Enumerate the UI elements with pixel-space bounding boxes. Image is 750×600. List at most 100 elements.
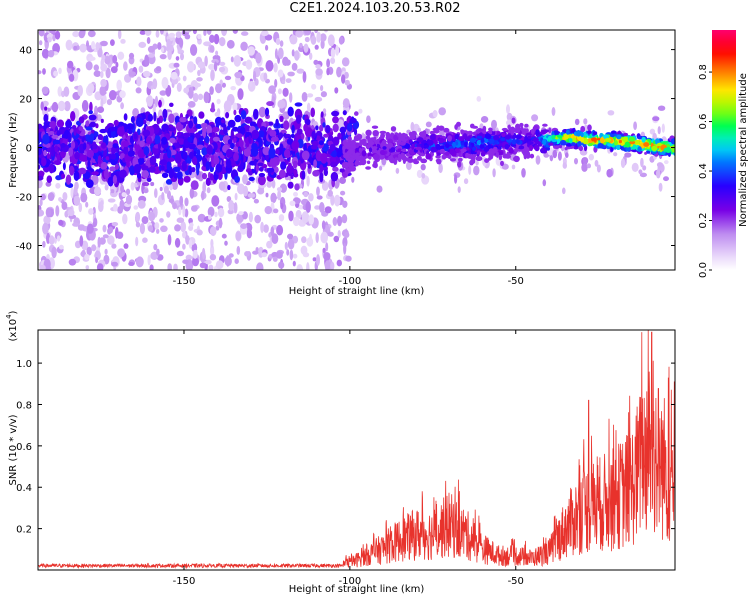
- heatmap-cell: [106, 99, 112, 106]
- heatmap-cell: [176, 82, 182, 93]
- heatmap-cell: [322, 122, 326, 128]
- heatmap-cell: [344, 232, 350, 238]
- heatmap-cell: [285, 78, 292, 83]
- heatmap-cell: [416, 155, 422, 161]
- heatmap-cell: [268, 85, 276, 94]
- heatmap-cell: [244, 116, 253, 124]
- heatmap-cell: [511, 117, 516, 124]
- heatmap-cell: [97, 134, 104, 140]
- heatmap-cell: [278, 261, 285, 269]
- heatmap-cell: [197, 33, 202, 40]
- heatmap-cell: [243, 148, 252, 157]
- heatmap-cell: [206, 187, 211, 194]
- heatmap-cell: [275, 37, 281, 46]
- heatmap-cell: [454, 174, 458, 184]
- heatmap-cell: [142, 237, 148, 243]
- heatmap-cell: [116, 79, 122, 91]
- heatmap-cell: [524, 123, 529, 128]
- heatmap-cell: [64, 210, 69, 218]
- heatmap-cell: [114, 163, 119, 170]
- heatmap-cell: [358, 108, 363, 114]
- heatmap-cell: [349, 166, 353, 171]
- heatmap-cell: [218, 66, 226, 73]
- heatmap-cell: [208, 214, 212, 220]
- heatmap-cell: [454, 124, 458, 130]
- heatmap-cell: [214, 211, 218, 218]
- page-title: C2E1.2024.103.20.53.R02: [289, 1, 461, 16]
- heatmap-cell: [72, 222, 80, 227]
- heatmap-cell: [658, 182, 663, 192]
- heatmap-cell: [296, 114, 302, 124]
- heatmap-cell: [371, 125, 379, 129]
- heatmap-cell: [228, 200, 235, 211]
- heatmap-cell: [187, 136, 193, 143]
- heatmap-cell: [322, 108, 327, 114]
- heatmap-cell: [130, 116, 135, 123]
- heatmap-cell: [193, 82, 202, 88]
- x-tick-label: -100: [339, 276, 362, 287]
- heatmap-cell: [441, 154, 447, 160]
- heatmap-cell: [143, 146, 150, 156]
- heatmap-cell: [127, 150, 135, 157]
- heatmap-cell: [271, 179, 276, 189]
- heatmap-cell: [234, 192, 238, 201]
- heatmap-cell: [651, 145, 658, 152]
- heatmap-cell: [185, 113, 189, 119]
- heatmap-cell: [221, 233, 227, 239]
- heatmap-cell: [236, 245, 241, 255]
- heatmap-cell: [529, 153, 535, 159]
- heatmap-cell: [89, 133, 95, 142]
- heatmap-cell: [382, 146, 387, 150]
- heatmap-cell: [258, 167, 264, 172]
- heatmap-cell: [336, 66, 342, 78]
- heatmap-cell: [277, 47, 284, 60]
- heatmap-cell: [492, 168, 496, 178]
- heatmap-cell: [535, 155, 541, 165]
- heatmap-cell: [397, 156, 402, 163]
- heatmap-cell: [176, 250, 184, 257]
- heatmap-cell: [100, 97, 104, 109]
- heatmap-cell: [600, 137, 605, 144]
- heatmap-cell: [579, 136, 584, 143]
- heatmap-cell: [302, 71, 307, 83]
- heatmap-cell: [656, 168, 661, 179]
- heatmap-cell: [571, 137, 577, 143]
- colorbar-label: Normalized spectral amplitude: [738, 73, 749, 227]
- heatmap-cell: [41, 86, 49, 95]
- heatmap-cell: [438, 137, 444, 144]
- heatmap-cell: [358, 147, 363, 153]
- heatmap-cell: [217, 171, 223, 180]
- heatmap-cell: [588, 153, 594, 161]
- heatmap-cell: [311, 130, 317, 139]
- heatmap-cell: [376, 185, 383, 193]
- heatmap-cell: [207, 206, 215, 217]
- heatmap-cell: [245, 59, 253, 70]
- heatmap-cell: [358, 161, 363, 166]
- heatmap-cell: [192, 249, 198, 259]
- heatmap-cell: [97, 47, 103, 58]
- heatmap-cell: [240, 110, 247, 120]
- heatmap-cell: [68, 73, 75, 82]
- heatmap-cell: [53, 160, 62, 166]
- heatmap-cell: [268, 147, 276, 159]
- heatmap-cell: [556, 135, 563, 138]
- heatmap-cell: [209, 173, 214, 181]
- heatmap-cell: [263, 72, 268, 81]
- heatmap-cell: [242, 174, 248, 185]
- heatmap-cell: [163, 185, 169, 194]
- heatmap-cell: [182, 243, 186, 250]
- heatmap-cell: [269, 129, 277, 137]
- heatmap-cell: [69, 165, 75, 176]
- y-tick-label: 40: [19, 46, 32, 57]
- heatmap-cell: [190, 44, 198, 56]
- heatmap-cell: [104, 134, 109, 146]
- heatmap-cell: [280, 202, 284, 210]
- heatmap-cell: [119, 169, 127, 179]
- heatmap-cell: [247, 193, 256, 198]
- heatmap-cell: [314, 205, 321, 210]
- heatmap-cell: [306, 93, 314, 98]
- heatmap-cell: [152, 78, 158, 90]
- heatmap-cell: [368, 155, 372, 160]
- x-tick-label: -50: [508, 576, 524, 587]
- heatmap-cell: [316, 31, 322, 43]
